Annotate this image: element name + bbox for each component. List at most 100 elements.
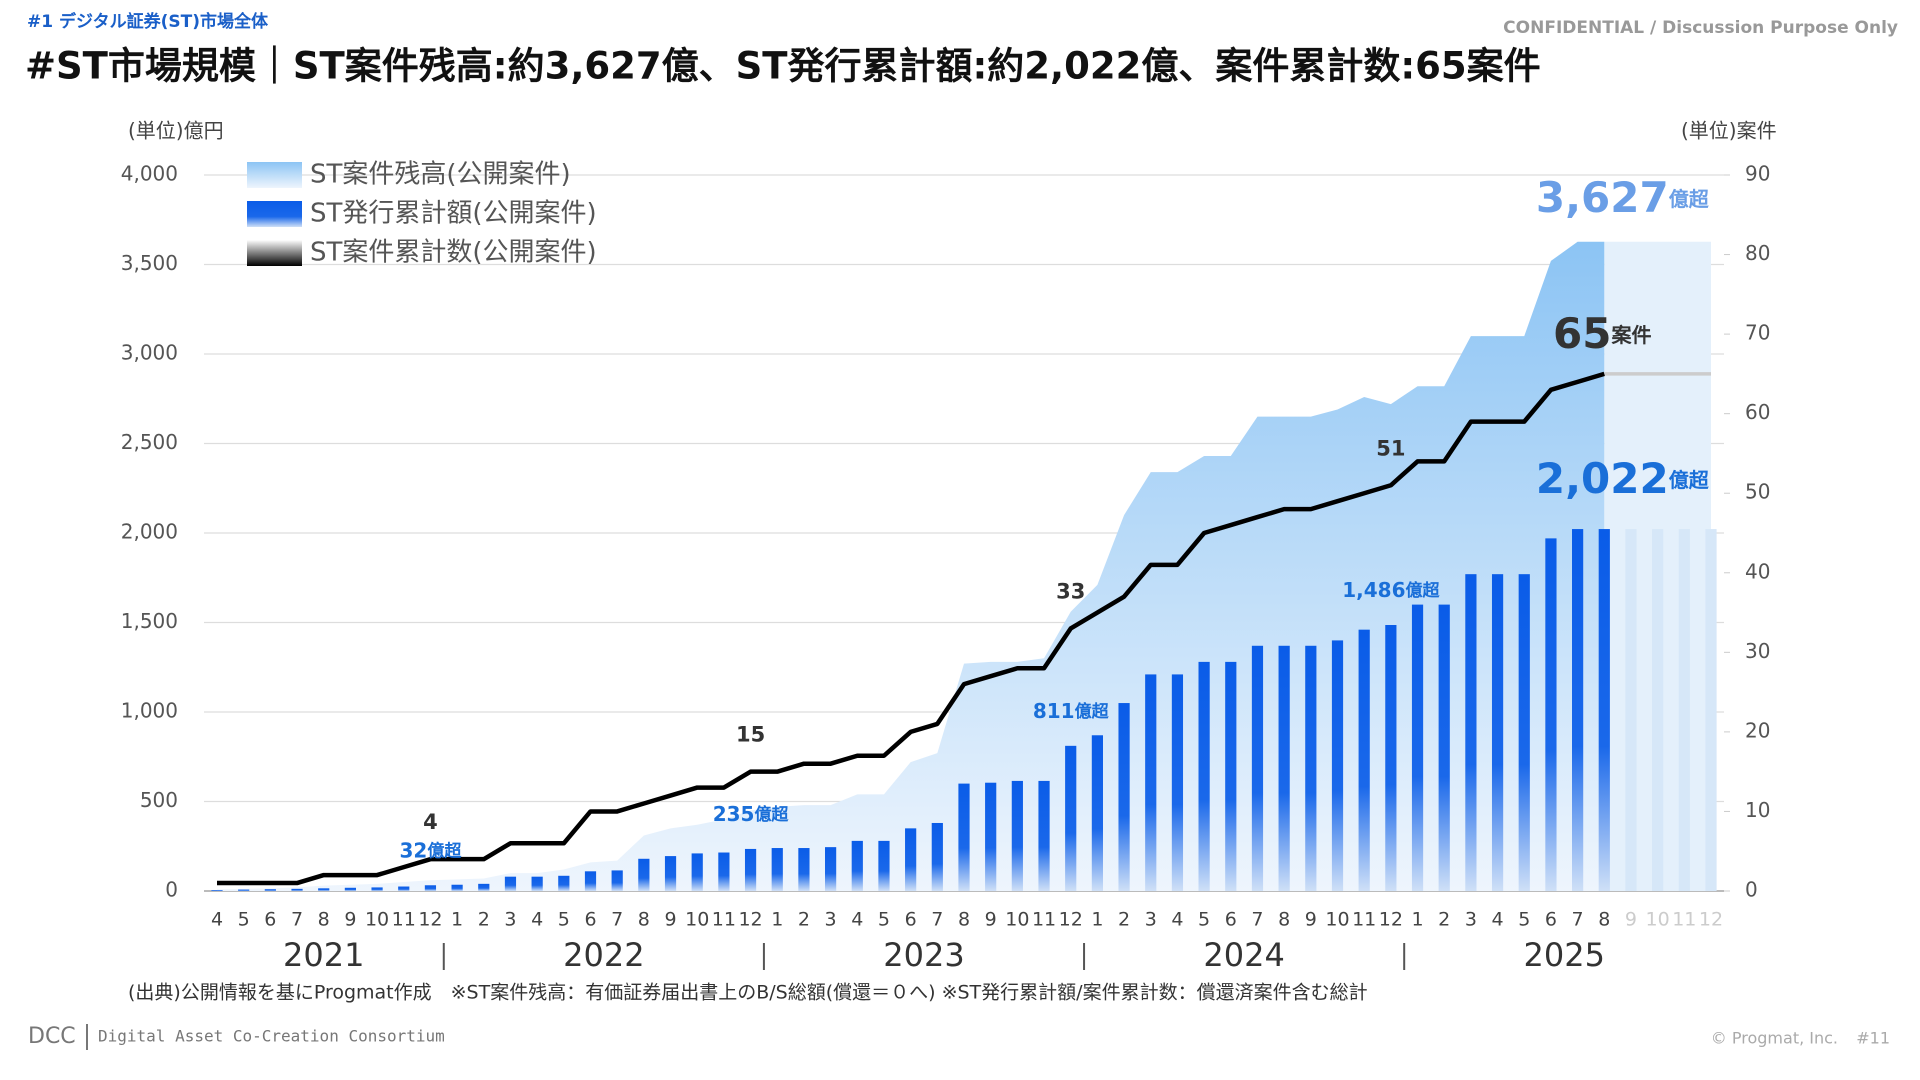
x-tick-label: 2 <box>478 909 490 931</box>
bar <box>1465 574 1477 891</box>
x-tick-label: 10 <box>365 909 389 931</box>
x-tick-label: 1 <box>1411 909 1423 931</box>
bar <box>1385 625 1397 891</box>
legend-swatch <box>247 162 302 188</box>
x-tick-label: 5 <box>1198 909 1210 931</box>
x-tick-label: 11 <box>712 909 736 931</box>
bar <box>1118 703 1130 891</box>
x-tick-label: 12 <box>1699 909 1723 931</box>
bar <box>905 828 917 891</box>
bar <box>1625 529 1637 891</box>
value-label: 1,486億超 <box>1342 578 1440 602</box>
bar <box>771 848 783 891</box>
value-label: 2,022億超 <box>1536 454 1710 503</box>
y-tick-label: 1,500 <box>121 609 178 633</box>
x-tick-label: 9 <box>985 909 997 931</box>
y-tick-label: 1,000 <box>121 699 178 723</box>
value-label: 811億超 <box>1033 698 1110 722</box>
x-tick-label: 1 <box>771 909 783 931</box>
bar <box>825 847 837 891</box>
x-tick-label: 5 <box>1518 909 1530 931</box>
x-tick-label: 9 <box>1625 909 1637 931</box>
bar <box>691 853 703 891</box>
x-tick-label: 4 <box>1171 909 1183 931</box>
bar <box>1305 645 1317 891</box>
bar <box>291 888 303 891</box>
x-tick-label: 4 <box>851 909 863 931</box>
bar <box>718 852 730 891</box>
x-tick-label: 1 <box>451 909 463 931</box>
x-tick-label: 2 <box>1118 909 1130 931</box>
bar <box>851 840 863 891</box>
year-label: 2021 <box>283 936 364 974</box>
bar <box>1598 529 1610 891</box>
x-tick-label: 2 <box>798 909 810 931</box>
bar <box>1545 538 1557 891</box>
bar <box>1491 574 1504 891</box>
x-tick-label: 12 <box>418 909 442 931</box>
y2-tick-label: 40 <box>1745 559 1770 583</box>
y2-tick-label: 30 <box>1745 639 1770 663</box>
x-tick-label: 8 <box>1278 909 1290 931</box>
x-tick-label: 5 <box>878 909 890 931</box>
y2-tick-label: 50 <box>1745 480 1770 504</box>
bar <box>1652 529 1664 891</box>
section-label: #1 デジタル証券(ST)市場全体 <box>27 11 269 32</box>
bar <box>424 885 437 891</box>
plot <box>211 241 1717 892</box>
value-label: 15 <box>736 723 765 747</box>
x-tick-label: 8 <box>958 909 970 931</box>
x-tick-label: 7 <box>1251 909 1263 931</box>
x-tick-label: 7 <box>291 909 303 931</box>
chart-title: #ST市場規模｜ST案件残高:約3,627億、ST発行累計額:約2,022億、案… <box>25 45 1541 88</box>
bar <box>1011 780 1023 891</box>
bar <box>1438 604 1450 891</box>
legend-swatch <box>247 201 302 227</box>
copyright: © Progmat, Inc. <box>1711 1029 1838 1048</box>
x-tick-label: 11 <box>392 909 416 931</box>
bar <box>931 822 943 891</box>
bar <box>1358 629 1370 891</box>
bar <box>1278 645 1290 891</box>
x-tick-label: 12 <box>1059 909 1083 931</box>
y2-tick-label: 10 <box>1745 798 1770 822</box>
x-tick-label: 10 <box>1325 909 1349 931</box>
x-tick-label: 3 <box>825 909 837 931</box>
x-tick-label: 8 <box>638 909 650 931</box>
footer-org: Digital Asset Co-Creation Consortium <box>98 1027 445 1046</box>
year-label: 2022 <box>563 936 644 974</box>
y-tick-label: 3,500 <box>121 251 178 275</box>
x-tick-label: 1 <box>1091 909 1103 931</box>
x-tick-label: 2 <box>1438 909 1450 931</box>
x-tick-label: 7 <box>611 909 623 931</box>
x-tick-label: 11 <box>1352 909 1376 931</box>
bar <box>558 875 570 891</box>
bar <box>664 856 677 891</box>
bar <box>878 840 890 891</box>
x-tick-label: 9 <box>1305 909 1317 931</box>
legend-label: ST発行累計額(公開案件) <box>310 199 597 229</box>
footnote: (出典)公開情報を基にProgmat作成 ※ST案件残高：有価証券届出書上のB/… <box>128 982 1368 1004</box>
bar <box>611 870 623 891</box>
x-tick-label: 9 <box>344 909 356 931</box>
bar <box>1518 574 1530 891</box>
bar <box>371 887 383 891</box>
bar <box>451 884 463 891</box>
year-label: 2023 <box>883 936 964 974</box>
x-tick-label: 6 <box>1225 909 1237 931</box>
value-label: 65案件 <box>1553 308 1651 357</box>
bar <box>1705 529 1717 891</box>
x-tick-label: 10 <box>685 909 709 931</box>
x-tick-label: 11 <box>1032 909 1056 931</box>
page-number: #11 <box>1856 1029 1890 1048</box>
y2-axis-label: (単位)案件 <box>1681 119 1777 143</box>
bar <box>1225 661 1237 891</box>
x-tick-label: 8 <box>1598 909 1610 931</box>
y2-tick-label: 80 <box>1745 241 1770 265</box>
footer-logo: DCC <box>28 1024 76 1049</box>
y2-tick-label: 90 <box>1745 162 1770 186</box>
y-axis-label: (単位)億円 <box>128 119 224 143</box>
y-tick-label: 0 <box>165 878 178 902</box>
bar <box>478 883 490 891</box>
